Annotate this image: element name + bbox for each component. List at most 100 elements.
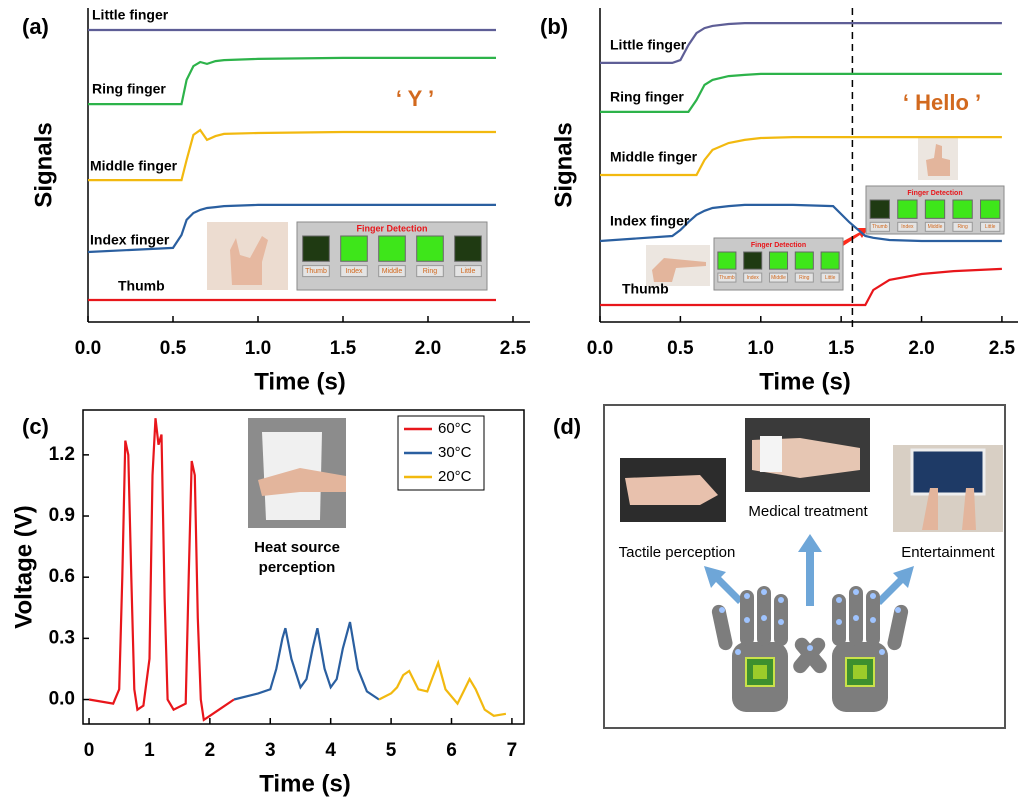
item-label: Tactile perception	[619, 544, 736, 561]
series-line	[378, 659, 507, 717]
item-label: Entertainment	[901, 544, 995, 561]
plot-frame	[82, 409, 525, 725]
x-tick-label: 2	[205, 740, 216, 761]
series-line	[600, 22, 1002, 64]
x-tick-label: 0.5	[160, 338, 187, 359]
detection-light	[340, 235, 368, 262]
x-tick-label: 0	[84, 740, 95, 761]
y-tick-label: 0.0	[49, 689, 75, 710]
detection-label-box	[743, 272, 763, 283]
detection-title: Finger Detection	[751, 242, 806, 249]
hand-shape	[926, 144, 950, 176]
x-tick-label: 2.5	[989, 338, 1016, 359]
detection-light	[302, 235, 330, 262]
detection-light	[980, 199, 1001, 219]
detection-label: Middle	[771, 275, 786, 281]
legend-label: 30°C	[438, 444, 472, 461]
detection-light	[794, 251, 814, 270]
series-line	[600, 72, 1002, 113]
item-label: Medical treatment	[748, 503, 868, 520]
x-tick-label: 1.0	[748, 338, 774, 359]
legend-label: 20°C	[438, 468, 472, 485]
bandage	[760, 436, 782, 472]
detection-label-box	[768, 272, 789, 283]
series-label: Little finger	[610, 37, 687, 53]
x-tick-label: 6	[446, 740, 457, 761]
detection-label: Ring	[799, 275, 810, 281]
x-axis-label: Time (s)	[259, 770, 351, 797]
detection-label-box	[952, 221, 973, 232]
series-label: Index finger	[610, 213, 690, 229]
detection-label: Little	[461, 268, 476, 275]
legend-label: 60°C	[438, 420, 472, 437]
detection-label: Thumb	[872, 224, 888, 230]
series-label: Index finger	[90, 232, 170, 248]
annotation: ‘ Y ’	[396, 86, 434, 111]
detection-title: Finger Detection	[356, 223, 427, 233]
detection-light	[743, 251, 763, 270]
detection-label: Index	[901, 224, 914, 230]
hand-shape	[230, 236, 268, 285]
y-axis-label: Signals	[550, 122, 577, 207]
series-label: Ring finger	[92, 81, 166, 97]
y-tick-label: 0.3	[49, 627, 75, 648]
detection-label-box	[980, 221, 1001, 232]
x-tick-label: 1.5	[330, 338, 357, 359]
detection-label: Thumb	[719, 275, 735, 281]
x-tick-label: 0.0	[587, 338, 613, 359]
detection-label-box	[454, 265, 482, 278]
detection-label: Ring	[957, 224, 968, 230]
series-line	[233, 621, 380, 701]
series-line	[88, 128, 496, 182]
x-axis-label: Time (s)	[254, 368, 346, 395]
series-line	[600, 267, 1002, 307]
series-line	[87, 203, 496, 254]
detection-light	[717, 251, 737, 270]
detection-label-box	[717, 272, 737, 283]
detection-label: Little	[825, 275, 836, 281]
panel-box	[603, 404, 1006, 729]
hand-shape	[652, 258, 706, 282]
detection-light	[378, 235, 406, 262]
arrows	[704, 534, 914, 606]
detection-light	[768, 251, 789, 270]
detection-label: Index	[345, 268, 363, 275]
detection-label-box	[869, 221, 890, 232]
x-tick-label: 1.0	[245, 338, 271, 359]
series-label: Thumb	[118, 278, 165, 294]
hand-shape	[922, 488, 976, 530]
detection-label-box	[794, 272, 814, 283]
x-axis-label: Time (s)	[759, 368, 851, 395]
detection-label: Little	[985, 224, 996, 230]
x-tick-label: 1	[144, 740, 155, 761]
detection-light	[924, 199, 946, 219]
hand-shape	[625, 475, 718, 505]
series-label: Thumb	[622, 281, 669, 297]
y-tick-label: 1.2	[49, 444, 75, 465]
annotation: ‘ Hello ’	[903, 90, 981, 115]
y-axis-label: Voltage (V)	[10, 505, 37, 629]
y-tick-label: 0.9	[49, 505, 75, 526]
x-tick-label: 3	[265, 740, 276, 761]
x-tick-label: 5	[386, 740, 397, 761]
x-tick-label: 1.5	[828, 338, 855, 359]
series-line	[88, 418, 235, 722]
detection-label: Ring	[423, 268, 438, 275]
series-line	[88, 56, 496, 106]
series-label: Ring finger	[610, 89, 684, 105]
y-axis-label: Signals	[30, 122, 57, 207]
detection-label-box	[302, 265, 330, 278]
x-tick-label: 0.0	[75, 338, 101, 359]
tablet	[910, 448, 986, 496]
panel-label: (b)	[540, 14, 568, 39]
y-tick-label: 0.6	[49, 566, 75, 587]
detection-label-box	[897, 221, 918, 232]
series-label: Little finger	[92, 7, 169, 23]
annotation: Heat source	[254, 539, 340, 556]
x-tick-label: 2.0	[415, 338, 441, 359]
detection-label-box	[924, 221, 946, 232]
annotation: perception	[259, 559, 336, 576]
series-label: Middle finger	[90, 158, 178, 174]
x-tick-label: 2.5	[500, 338, 527, 359]
